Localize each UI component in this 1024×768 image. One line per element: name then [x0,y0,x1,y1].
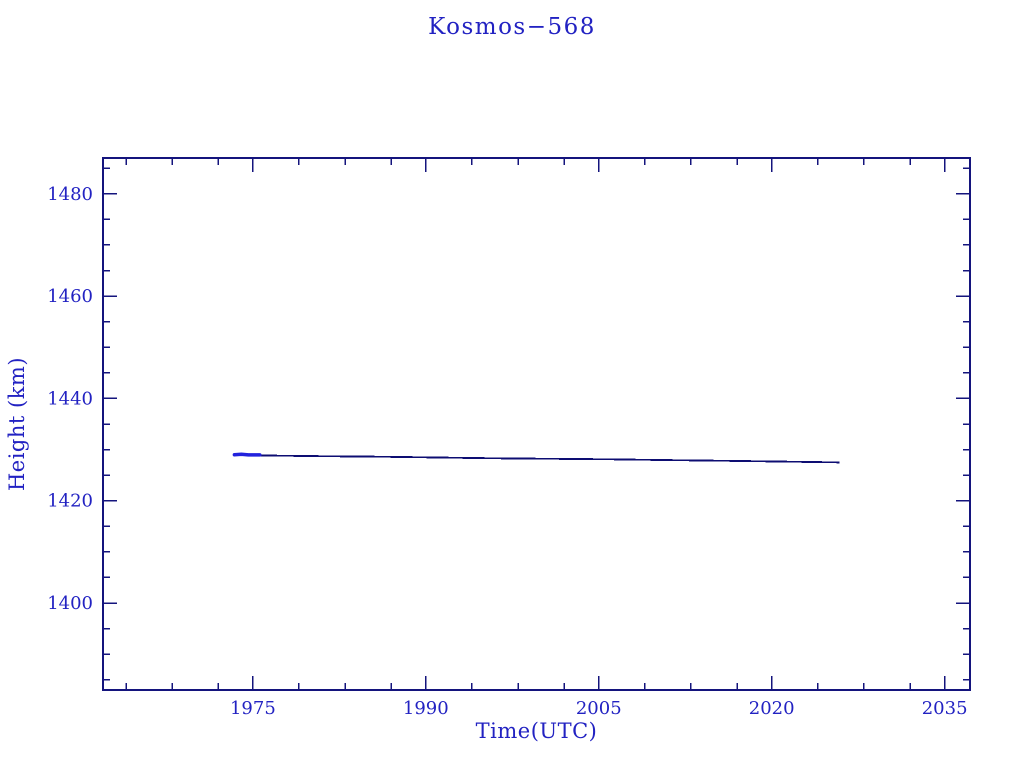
x-tick-label: 2035 [922,698,968,719]
x-tick-label: 2005 [576,698,622,719]
y-tick-label: 1420 [47,491,93,512]
height-series-line [234,453,840,464]
y-tick-label: 1460 [47,286,93,307]
x-tick-label: 2020 [749,698,795,719]
launch-cluster-line [232,452,262,457]
chart-title: Kosmos−568 [428,14,596,40]
y-tick-label: 1440 [47,388,93,409]
plot-frame [102,157,971,691]
x-tick-label: 1975 [230,698,276,719]
y-tick-label: 1480 [47,184,93,205]
y-tick-label: 1400 [47,593,93,614]
x-tick-label: 1990 [403,698,449,719]
x-axis-title: Time(UTC) [475,719,598,743]
